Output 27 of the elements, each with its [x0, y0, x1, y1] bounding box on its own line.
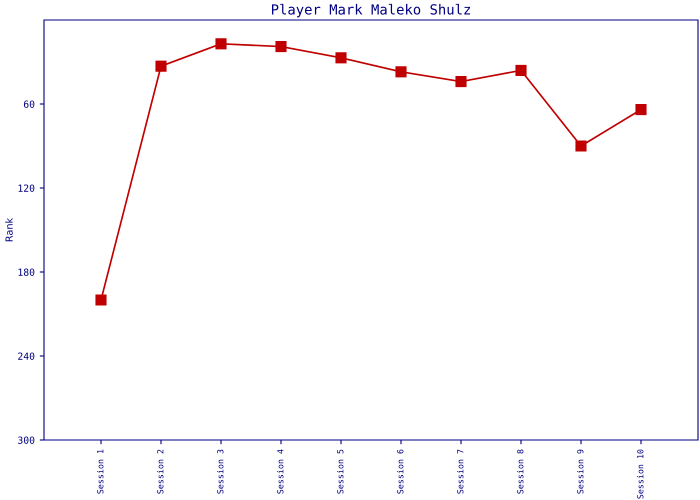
- x-tick-label: Session 5: [336, 450, 344, 494]
- chart-title: Player Mark Maleko Shulz: [272, 4, 470, 18]
- x-tick-label: Session 2: [156, 450, 164, 494]
- y-axis-title: Rank: [5, 218, 13, 242]
- point: [335, 52, 347, 64]
- point: [95, 294, 107, 306]
- x-tick-label: Session 7: [456, 450, 464, 494]
- point: [635, 104, 647, 116]
- y-tick-label: 180: [18, 268, 34, 276]
- x-tick-label: Session 1: [96, 450, 104, 494]
- point: [155, 60, 167, 72]
- y-tick-label: 120: [18, 184, 34, 192]
- x-tick-label: Session 6: [396, 450, 404, 494]
- y-tick-label: 60: [24, 100, 34, 108]
- y-tick-label: 300: [18, 436, 34, 444]
- point: [275, 41, 287, 52]
- point: [455, 76, 467, 88]
- x-tick-label: Session 3: [216, 450, 224, 494]
- point: [575, 140, 587, 152]
- point: [515, 64, 527, 76]
- x-tick-label: Session 9: [576, 450, 584, 494]
- x-tick-label: Session 8: [516, 450, 524, 494]
- point: [395, 66, 407, 78]
- x-tick-label: Session 4: [276, 449, 284, 494]
- point: [215, 38, 227, 50]
- x-tick-label: Session 10: [636, 450, 644, 499]
- y-tick-label: 240: [18, 352, 34, 360]
